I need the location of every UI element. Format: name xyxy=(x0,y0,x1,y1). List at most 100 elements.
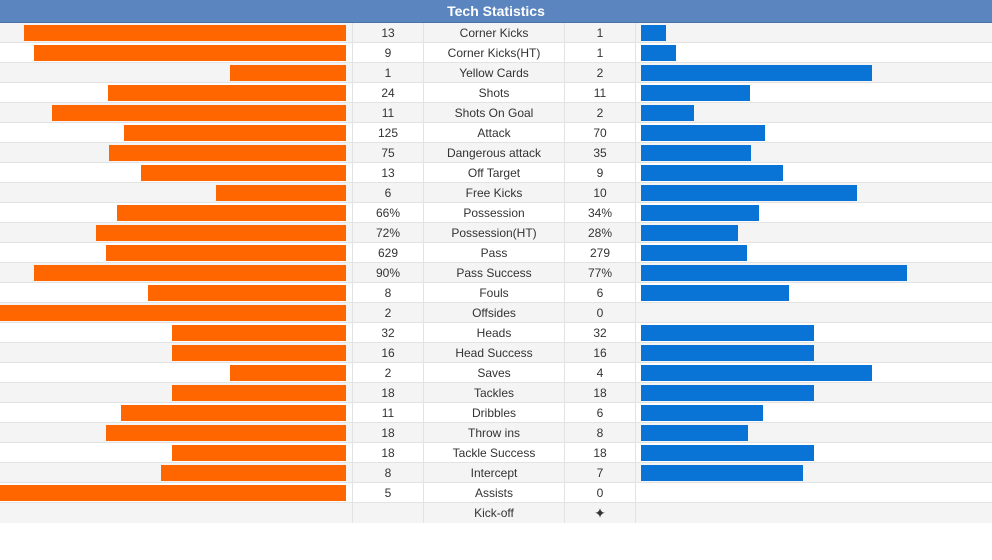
home-bar xyxy=(148,285,346,301)
away-bar xyxy=(641,265,907,281)
stat-name: Attack xyxy=(424,123,565,142)
home-value: 11 xyxy=(353,103,424,122)
stat-name: Throw ins xyxy=(424,423,565,442)
away-value: 18 xyxy=(565,383,636,402)
away-bar xyxy=(641,85,750,101)
home-bar xyxy=(172,445,346,461)
away-bar-cell xyxy=(636,463,992,482)
home-bar-cell xyxy=(0,303,353,322)
away-value: 10 xyxy=(565,183,636,202)
away-value: 6 xyxy=(565,283,636,302)
home-bar-cell xyxy=(0,63,353,82)
home-bar-cell xyxy=(0,183,353,202)
home-bar-cell xyxy=(0,483,353,502)
away-bar xyxy=(641,425,748,441)
stat-row: 6 Free Kicks 10 xyxy=(0,183,992,203)
header-title: Tech Statistics xyxy=(447,3,545,19)
home-bar xyxy=(161,465,346,481)
stat-row: 72% Possession(HT) 28% xyxy=(0,223,992,243)
away-bar-cell xyxy=(636,183,992,202)
home-bar-cell xyxy=(0,423,353,442)
home-bar-cell xyxy=(0,163,353,182)
home-bar-cell xyxy=(0,103,353,122)
away-bar-cell xyxy=(636,163,992,182)
home-value: 13 xyxy=(353,23,424,42)
stat-row: 11 Dribbles 6 xyxy=(0,403,992,423)
home-bar-cell xyxy=(0,343,353,362)
stat-name: Tackles xyxy=(424,383,565,402)
stat-row: 11 Shots On Goal 2 xyxy=(0,103,992,123)
away-value: 0 xyxy=(565,483,636,502)
away-bar xyxy=(641,105,694,121)
home-bar xyxy=(34,265,346,281)
away-bar-cell xyxy=(636,83,992,102)
stat-name: Shots xyxy=(424,83,565,102)
home-bar xyxy=(106,425,346,441)
home-bar xyxy=(117,205,346,221)
home-bar xyxy=(34,45,346,61)
stat-name: Yellow Cards xyxy=(424,63,565,82)
home-value: 1 xyxy=(353,63,424,82)
stats-table: 13 Corner Kicks 1 9 Corner Kicks(HT) 1 1 Yellow… xyxy=(0,23,992,503)
away-bar xyxy=(641,45,676,61)
away-value: 2 xyxy=(565,103,636,122)
away-bar-cell xyxy=(636,203,992,222)
away-value: 279 xyxy=(565,243,636,262)
home-bar xyxy=(121,405,346,421)
stat-row: 125 Attack 70 xyxy=(0,123,992,143)
away-value: 6 xyxy=(565,403,636,422)
stat-name: Corner Kicks xyxy=(424,23,565,42)
away-value: 18 xyxy=(565,443,636,462)
home-bar xyxy=(172,325,346,341)
home-bar-cell xyxy=(0,403,353,422)
away-bar-cell xyxy=(636,223,992,242)
home-bar-cell xyxy=(0,203,353,222)
stat-row: 75 Dangerous attack 35 xyxy=(0,143,992,163)
home-value: 66% xyxy=(353,203,424,222)
away-bar-cell xyxy=(636,63,992,82)
away-value: 7 xyxy=(565,463,636,482)
home-value: 16 xyxy=(353,343,424,362)
away-bar-cell xyxy=(636,263,992,282)
away-bar-cell xyxy=(636,443,992,462)
home-value: 2 xyxy=(353,363,424,382)
kickoff-row: Kick-off ✦ xyxy=(0,503,992,523)
home-bar xyxy=(172,385,346,401)
home-bar xyxy=(96,225,346,241)
away-value: 9 xyxy=(565,163,636,182)
stat-row: 1 Yellow Cards 2 xyxy=(0,63,992,83)
away-bar-cell xyxy=(636,383,992,402)
away-bar-cell xyxy=(636,363,992,382)
away-bar xyxy=(641,165,783,181)
stat-row: 18 Tackles 18 xyxy=(0,383,992,403)
stat-name: Offsides xyxy=(424,303,565,322)
stat-row: 18 Tackle Success 18 xyxy=(0,443,992,463)
stat-row: 18 Throw ins 8 xyxy=(0,423,992,443)
away-bar-cell xyxy=(636,23,992,42)
away-value: 16 xyxy=(565,343,636,362)
away-bar-cell xyxy=(636,143,992,162)
home-bar xyxy=(0,305,346,321)
away-bar xyxy=(641,285,789,301)
away-value: 32 xyxy=(565,323,636,342)
home-bar-cell xyxy=(0,263,353,282)
home-value: 32 xyxy=(353,323,424,342)
stat-row: 9 Corner Kicks(HT) 1 xyxy=(0,43,992,63)
away-bar xyxy=(641,125,765,141)
home-bar-cell xyxy=(0,123,353,142)
away-bar xyxy=(641,225,738,241)
away-bar xyxy=(641,365,872,381)
stat-name: Pass Success xyxy=(424,263,565,282)
away-bar xyxy=(641,245,747,261)
away-value: 1 xyxy=(565,23,636,42)
away-value: 8 xyxy=(565,423,636,442)
stat-name: Corner Kicks(HT) xyxy=(424,43,565,62)
stat-name: Heads xyxy=(424,323,565,342)
stat-name: Possession xyxy=(424,203,565,222)
away-bar xyxy=(641,145,751,161)
home-bar-cell xyxy=(0,443,353,462)
away-bar xyxy=(641,345,814,361)
home-bar-cell xyxy=(0,323,353,342)
kickoff-label: Kick-off xyxy=(424,503,565,523)
home-bar-cell xyxy=(0,83,353,102)
